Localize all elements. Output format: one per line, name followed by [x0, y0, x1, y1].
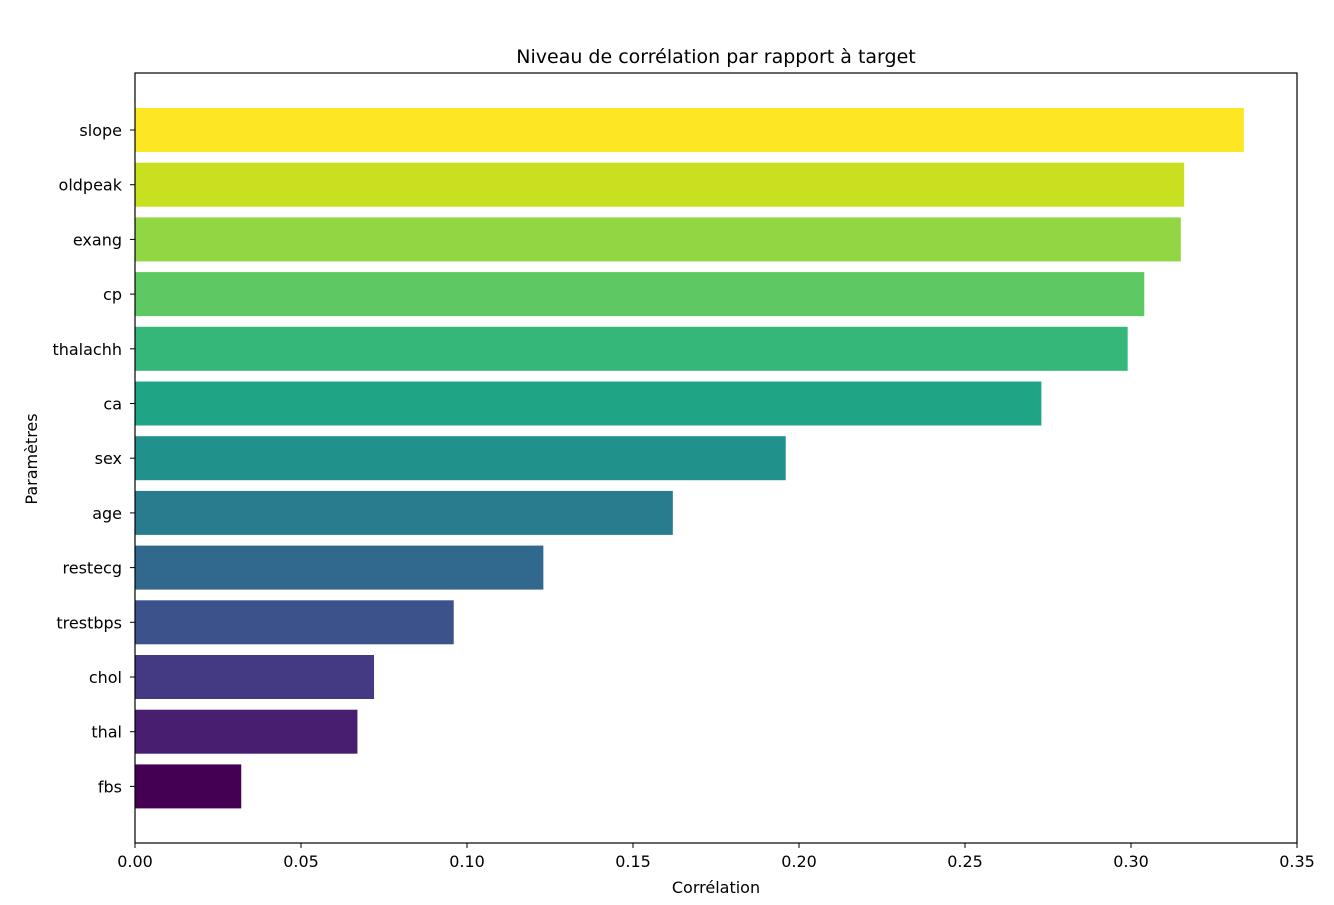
x-axis-title: Corrélation: [672, 878, 760, 897]
bar-exang: [135, 217, 1181, 262]
x-tick-label-7: 0.35: [1279, 852, 1315, 871]
bar-thal: [135, 709, 358, 754]
y-tick-label-trestbps: trestbps: [56, 613, 122, 632]
x-tick-label-2: 0.10: [449, 852, 485, 871]
bar-thalachh: [135, 326, 1128, 371]
x-tick-label-4: 0.20: [781, 852, 817, 871]
bar-slope: [135, 108, 1244, 152]
chart-title: Niveau de corrélation par rapport à targ…: [516, 46, 915, 68]
x-axis-ticks: 0.00 0.05 0.10 0.15 0.20 0.25 0.30 0.35: [117, 843, 1315, 871]
bar-trestbps: [135, 600, 454, 645]
y-tick-label-age: age: [92, 504, 122, 523]
bar-age: [135, 490, 673, 535]
y-tick-label-sex: sex: [95, 449, 122, 468]
bar-oldpeak: [135, 162, 1185, 207]
y-tick-label-oldpeak: oldpeak: [59, 176, 123, 195]
y-axis-title: Paramètres: [22, 413, 41, 504]
y-tick-label-thalachh: thalachh: [52, 340, 122, 359]
bar-chol: [135, 655, 375, 699]
x-tick-label-6: 0.30: [1113, 852, 1149, 871]
x-tick-label-1: 0.05: [283, 852, 319, 871]
y-tick-label-restecg: restecg: [63, 559, 122, 578]
y-tick-label-thal: thal: [91, 723, 122, 742]
x-tick-label-5: 0.25: [947, 852, 983, 871]
y-tick-label-cp: cp: [103, 285, 122, 304]
bars-layer: [135, 108, 1244, 809]
bar-ca: [135, 381, 1042, 426]
x-tick-label-0: 0.00: [117, 852, 153, 871]
y-tick-label-exang: exang: [73, 230, 122, 249]
y-tick-label-chol: chol: [89, 668, 122, 687]
x-tick-label-3: 0.15: [615, 852, 651, 871]
bar-fbs: [135, 764, 242, 809]
plot-frame: [134, 72, 1298, 844]
y-tick-label-ca: ca: [103, 395, 122, 414]
bar-cp: [135, 272, 1145, 317]
y-tick-label-fbs: fbs: [98, 777, 122, 796]
bar-restecg: [135, 545, 544, 590]
y-tick-label-slope: slope: [79, 121, 122, 140]
y-axis-ticks: slope oldpeak exang cp thalachh ca sex age reste…: [52, 121, 135, 796]
bar-sex: [135, 436, 786, 481]
